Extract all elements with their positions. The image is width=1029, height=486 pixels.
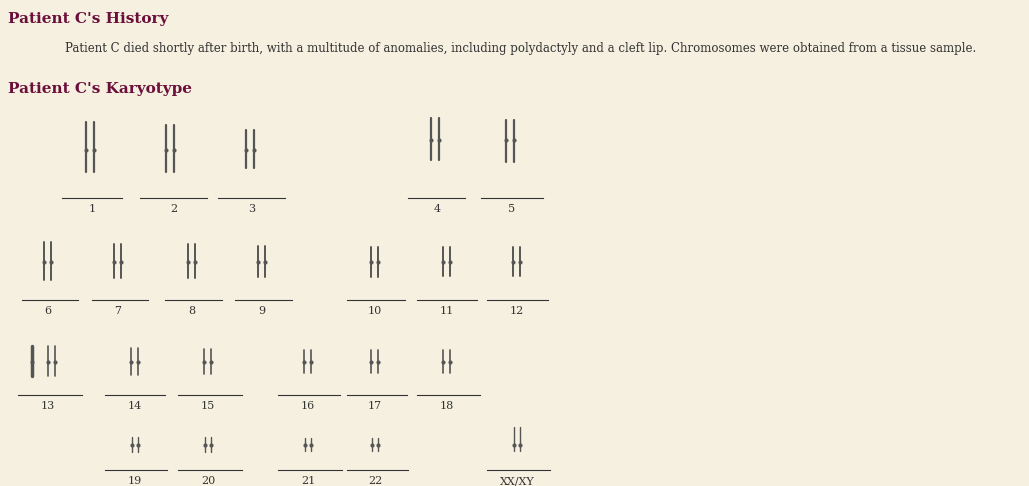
Text: 2: 2: [171, 204, 178, 214]
Text: 11: 11: [439, 306, 454, 316]
Text: 10: 10: [368, 306, 382, 316]
Text: 21: 21: [300, 476, 315, 486]
Text: 19: 19: [128, 476, 142, 486]
Text: 18: 18: [439, 401, 454, 411]
Text: 9: 9: [258, 306, 265, 316]
Text: 8: 8: [188, 306, 196, 316]
Text: 4: 4: [433, 204, 440, 214]
Text: 22: 22: [368, 476, 382, 486]
Text: 17: 17: [368, 401, 382, 411]
Text: 12: 12: [510, 306, 524, 316]
Text: 5: 5: [508, 204, 516, 214]
Text: XX/XY: XX/XY: [500, 476, 534, 486]
Text: 14: 14: [128, 401, 142, 411]
Text: Patient C's History: Patient C's History: [8, 12, 169, 26]
Text: 3: 3: [248, 204, 255, 214]
Text: Patient C died shortly after birth, with a multitude of anomalies, including pol: Patient C died shortly after birth, with…: [50, 42, 977, 55]
Text: 1: 1: [88, 204, 96, 214]
Text: 15: 15: [201, 401, 215, 411]
Text: 6: 6: [44, 306, 51, 316]
Text: 20: 20: [201, 476, 215, 486]
Text: 7: 7: [114, 306, 121, 316]
Text: 13: 13: [41, 401, 56, 411]
Text: 16: 16: [300, 401, 315, 411]
Text: Patient C's Karyotype: Patient C's Karyotype: [8, 82, 192, 96]
